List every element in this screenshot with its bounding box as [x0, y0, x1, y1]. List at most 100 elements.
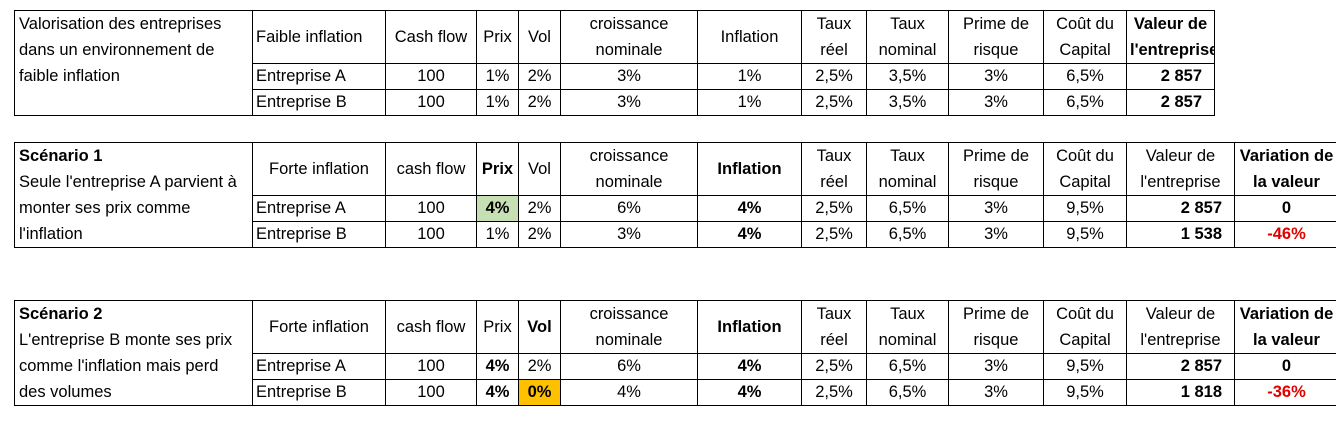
inflation-cell: 4%	[697, 379, 802, 406]
vol-cell: 2%	[518, 89, 561, 116]
table3-header-prime-risque: Prime de risque	[948, 300, 1044, 354]
cout-capital-cell: 9,5%	[1043, 379, 1127, 406]
table1-row-label: Entreprise B	[252, 89, 386, 116]
valeur-cell: 2 857	[1126, 89, 1215, 116]
cout-capital-cell: 9,5%	[1043, 353, 1127, 380]
table3-header-prix: Prix	[476, 300, 519, 354]
cout-capital-cell: 9,5%	[1043, 221, 1127, 248]
cash-flow-cell: 100	[385, 89, 477, 116]
scenario-1-description: Scénario 1 Seule l'entreprise A parvient…	[14, 142, 253, 248]
table2-header-cash-flow: cash flow	[385, 142, 477, 196]
cash-flow-cell: 100	[385, 353, 477, 380]
cout-capital-cell: 9,5%	[1043, 195, 1127, 222]
prime-risque-cell: 3%	[948, 89, 1044, 116]
taux-nominal-cell: 6,5%	[866, 353, 949, 380]
scenario-1-text: Seule l'entreprise A parvient à monter s…	[19, 173, 237, 243]
taux-nominal-cell: 3,5%	[866, 89, 949, 116]
table-row: Entreprise A 100 4% 2% 6% 4% 2,5% 6,5% 3…	[15, 353, 1336, 380]
table-row: Entreprise B 100 1% 2% 3% 4% 2,5% 6,5% 3…	[15, 221, 1336, 248]
prix-cell: 4%	[476, 379, 519, 406]
croissance-cell: 3%	[560, 63, 698, 90]
inflation-cell: 4%	[697, 353, 802, 380]
inflation-cell: 1%	[697, 89, 802, 116]
croissance-cell: 3%	[560, 221, 698, 248]
taux-nominal-cell: 3,5%	[866, 63, 949, 90]
table3-header-cash-flow: cash flow	[385, 300, 477, 354]
inflation-cell: 4%	[697, 195, 802, 222]
table2-header-prix: Prix	[476, 142, 519, 196]
table1-header-cout-capital: Coût du Capital	[1043, 10, 1127, 64]
table-row: Entreprise A 100 1% 2% 3% 1% 2,5% 3,5% 3…	[15, 63, 1215, 90]
table2-row-label: Entreprise A	[252, 195, 386, 222]
table3-header-cout-capital: Coût du Capital	[1043, 300, 1127, 354]
cash-flow-cell: 100	[385, 195, 477, 222]
table2-header-croissance: croissance nominale	[560, 142, 698, 196]
table3-header-forte-inflation: Forte inflation	[252, 300, 386, 354]
variation-cell-negative: -36%	[1234, 379, 1336, 406]
valeur-cell: 1 538	[1126, 221, 1235, 248]
cash-flow-cell: 100	[385, 379, 477, 406]
table-row: Entreprise B 100 4% 0% 4% 4% 2,5% 6,5% 3…	[15, 379, 1336, 406]
prix-cell: 1%	[476, 221, 519, 248]
cash-flow-cell: 100	[385, 63, 477, 90]
table3-header-vol: Vol	[518, 300, 561, 354]
taux-reel-cell: 2,5%	[801, 353, 867, 380]
table3-header-taux-reel: Taux réel	[801, 300, 867, 354]
prime-risque-cell: 3%	[948, 195, 1044, 222]
scenario-2-title: Scénario 2	[19, 305, 103, 323]
table1-header-cash-flow: Cash flow	[385, 10, 477, 64]
taux-nominal-cell: 6,5%	[866, 379, 949, 406]
table3-header-croissance: croissance nominale	[560, 300, 698, 354]
prime-risque-cell: 3%	[948, 63, 1044, 90]
table1-header-prime-risque: Prime de risque	[948, 10, 1044, 64]
valeur-cell: 2 857	[1126, 195, 1235, 222]
prix-cell: 1%	[476, 63, 519, 90]
table1-description: Valorisation des entreprises dans un env…	[14, 10, 253, 116]
table-scenario-1: Scénario 1 Seule l'entreprise A parvient…	[14, 142, 1336, 248]
taux-reel-cell: 2,5%	[801, 63, 867, 90]
taux-nominal-cell: 6,5%	[866, 195, 949, 222]
vol-cell: 2%	[518, 195, 561, 222]
table2-header-valeur: Valeur de l'entreprise	[1126, 142, 1235, 196]
prix-cell: 4%	[476, 353, 519, 380]
cash-flow-cell: 100	[385, 221, 477, 248]
table2-header-vol: Vol	[518, 142, 561, 196]
prime-risque-cell: 3%	[948, 221, 1044, 248]
cout-capital-cell: 6,5%	[1043, 89, 1127, 116]
table1-header-taux-reel: Taux réel	[801, 10, 867, 64]
vol-cell: 2%	[518, 63, 561, 90]
variation-cell: 0	[1234, 353, 1336, 380]
prime-risque-cell: 3%	[948, 353, 1044, 380]
croissance-cell: 6%	[560, 353, 698, 380]
table2-header-inflation: Inflation	[697, 142, 802, 196]
table1-header-taux-nominal: Taux nominal	[866, 10, 949, 64]
valeur-cell: 1 818	[1126, 379, 1235, 406]
table1-header-prix: Prix	[476, 10, 519, 64]
scenario-2-description: Scénario 2 L'entreprise B monte ses prix…	[14, 300, 253, 406]
variation-cell-negative: -46%	[1234, 221, 1336, 248]
table2-header-variation: Variation de la valeur	[1234, 142, 1336, 196]
table2-header-taux-nominal: Taux nominal	[866, 142, 949, 196]
taux-reel-cell: 2,5%	[801, 89, 867, 116]
table2-header-prime-risque: Prime de risque	[948, 142, 1044, 196]
table3-header-taux-nominal: Taux nominal	[866, 300, 949, 354]
taux-nominal-cell: 6,5%	[866, 221, 949, 248]
table3-header-variation: Variation de la valeur	[1234, 300, 1336, 354]
taux-reel-cell: 2,5%	[801, 195, 867, 222]
table-scenario-2: Scénario 2 L'entreprise B monte ses prix…	[14, 300, 1336, 406]
table2-header-forte-inflation: Forte inflation	[252, 142, 386, 196]
table1-header-vol: Vol	[518, 10, 561, 64]
table-row: Entreprise B 100 1% 2% 3% 1% 2,5% 3,5% 3…	[15, 89, 1215, 116]
taux-reel-cell: 2,5%	[801, 379, 867, 406]
inflation-cell: 4%	[697, 221, 802, 248]
table1-header-valeur: Valeur de l'entreprise	[1126, 10, 1215, 64]
taux-reel-cell: 2,5%	[801, 221, 867, 248]
inflation-cell: 1%	[697, 63, 802, 90]
croissance-cell: 4%	[560, 379, 698, 406]
table3-row-label: Entreprise B	[252, 379, 386, 406]
prix-cell: 1%	[476, 89, 519, 116]
table2-row-label: Entreprise B	[252, 221, 386, 248]
table1-header-croissance: croissance nominale	[560, 10, 698, 64]
prime-risque-cell: 3%	[948, 379, 1044, 406]
vol-cell-highlighted: 0%	[518, 379, 561, 406]
